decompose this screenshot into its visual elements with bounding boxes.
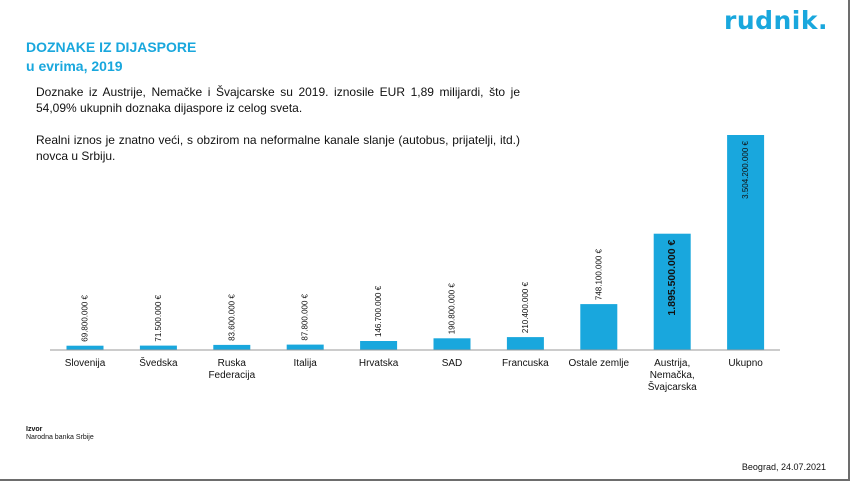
title-line-1: DOZNAKE IZ DIJASPORE [26,39,197,55]
category-label-5-0: SAD [442,358,463,369]
category-label-8-1: Nemačka, [650,370,695,381]
category-label-6-0: Francuska [502,358,549,369]
frame-bottom-edge [0,479,850,481]
description-paragraph-2: Realni iznos je znatno veći, s obzirom n… [36,133,520,163]
value-label-1: 71.500.000 € [154,294,163,341]
category-label-2-1: Federacija [208,370,255,381]
description-paragraph-1: Doznake iz Austrije, Nemačke i Švajcarsk… [36,85,520,115]
bar-3 [286,344,324,350]
bar-8 [653,233,691,350]
category-label-7-0: Ostale zemlje [569,358,630,369]
bar-6 [506,337,544,350]
source-label: Izvor [26,426,43,433]
description: Doznake iz Austrije, Nemačke i Švajcarsk… [36,84,520,180]
bar-4 [360,341,398,350]
title-line-2: u evrima, 2019 [26,58,123,74]
bar-1 [139,345,177,350]
category-label-2-0: Ruska [218,358,247,369]
bar-7 [580,304,618,350]
value-label-3: 87.800.000 € [301,293,310,340]
category-label-4-0: Hrvatska [359,358,399,369]
page-title: DOZNAKE IZ DIJASPORE u evrima, 2019 [26,38,196,76]
bar-2 [213,344,251,350]
category-label-3-0: Italija [294,358,318,369]
value-label-0: 69.800.000 € [81,294,90,341]
value-label-4: 146.700.000 € [374,285,383,337]
value-label-2: 83.600.000 € [227,294,236,341]
value-label-6: 210.400.000 € [521,281,530,333]
source-value: Narodna banka Srbije [26,434,94,441]
frame-right-edge [848,0,850,481]
category-label-8-0: Austrija, [654,358,690,369]
value-labels-group: 69.800.000 € 71.500.000 € 83.600.000 € 87.8… [81,140,751,341]
value-label-9: 3.504.200.000 € [741,140,750,198]
bar-9 [727,135,765,350]
value-label-7: 748.100.000 € [594,248,603,300]
value-label-8: 1.895.500.000 € [666,240,678,316]
date-label: Beograd, 24.07.2021 [741,462,826,472]
category-label-1-0: Švedska [139,356,178,369]
category-label-9-0: Ukupno [728,358,763,369]
bar-0 [66,345,104,350]
bars-group [66,135,765,350]
category-label-8-2: Švajcarska [648,380,697,393]
category-label-0-0: Slovenija [65,358,106,369]
brand-logo: rudnik. [723,6,828,35]
value-label-5: 190.800.000 € [448,283,457,335]
bar-5 [433,338,471,350]
